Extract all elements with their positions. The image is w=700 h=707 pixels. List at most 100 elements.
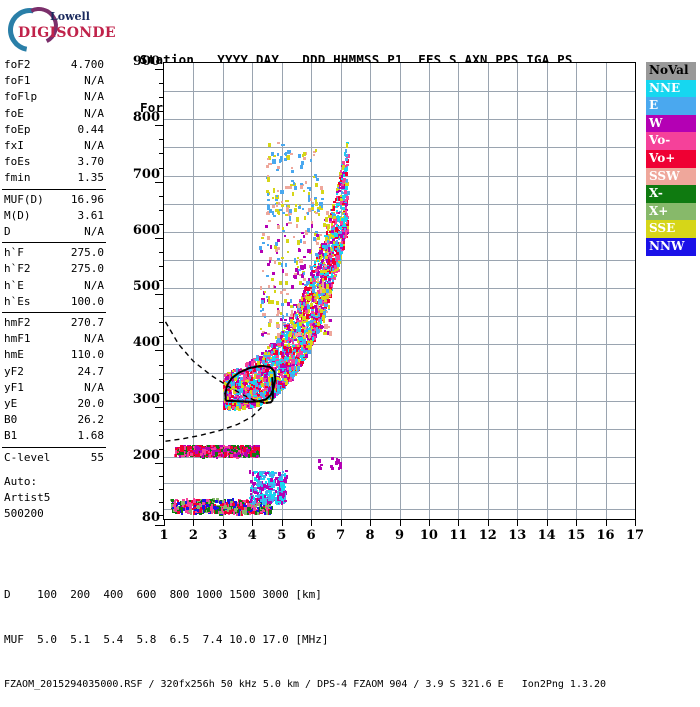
echo-point — [237, 393, 239, 395]
echo-point — [234, 403, 236, 407]
echo-point — [334, 261, 336, 264]
echo-point — [254, 367, 256, 372]
echo-point — [288, 346, 291, 348]
legend-item-e[interactable]: E — [646, 97, 696, 115]
y-tick — [155, 294, 164, 296]
echo-point — [301, 329, 304, 333]
echo-point — [254, 375, 256, 379]
grid-line-vertical — [193, 63, 195, 519]
y-tick — [159, 111, 164, 113]
y-tick — [159, 83, 164, 85]
y-tick — [159, 209, 164, 211]
echo-point — [344, 199, 346, 201]
echo-point — [257, 389, 260, 392]
echo-point — [229, 392, 232, 395]
echo-point — [306, 301, 309, 304]
echo-point — [337, 184, 339, 187]
param-row: fmin 1.35 — [0, 170, 110, 186]
echo-point — [297, 368, 299, 372]
echo-point — [294, 311, 296, 314]
echo-point — [311, 320, 315, 322]
echo-point — [248, 370, 251, 372]
echo-point — [253, 387, 255, 391]
x-tick — [340, 520, 342, 526]
y-tick — [159, 322, 164, 324]
echo-point — [342, 180, 345, 183]
param-row: hmF2 270.7 — [0, 315, 110, 331]
y-tick — [159, 167, 164, 169]
legend-item-x-[interactable]: X+ — [646, 202, 696, 221]
echo-point — [293, 321, 295, 325]
echo-point — [327, 235, 329, 239]
echo-point — [320, 270, 324, 273]
echo-point — [308, 309, 310, 313]
legend-item-vo-[interactable]: Vo+ — [646, 149, 696, 168]
echo-point — [338, 238, 340, 240]
echo-point — [291, 354, 293, 358]
echo-point — [331, 209, 335, 211]
echo-point — [266, 376, 268, 379]
echo-point — [343, 222, 345, 224]
grid-line-horizontal — [164, 508, 635, 510]
echo-point — [327, 262, 330, 265]
legend-item-ssw[interactable]: SSW — [646, 167, 696, 186]
echo-point — [281, 359, 283, 361]
legend-item-nnw[interactable]: NNW — [646, 237, 696, 256]
echo-point — [301, 305, 304, 308]
echo-point — [345, 158, 348, 161]
param-row: hmE 110.0 — [0, 347, 110, 363]
echo-point — [237, 380, 239, 383]
echo-point — [325, 302, 328, 304]
echo-point — [340, 179, 343, 182]
echo-point — [237, 389, 239, 392]
echo-point — [268, 355, 271, 357]
echo-point — [261, 352, 264, 355]
echo-point — [228, 406, 231, 410]
echo-point — [325, 251, 328, 254]
echo-point — [253, 370, 256, 372]
echo-point — [341, 178, 343, 180]
echo-point — [226, 373, 228, 376]
echo-point — [342, 230, 345, 232]
echo-point — [343, 237, 345, 240]
param-key: hmE — [4, 348, 24, 362]
grid-line-vertical — [487, 63, 489, 519]
echo-point — [321, 313, 324, 315]
legend-item-noval[interactable]: NoVal — [646, 62, 696, 80]
legend-item-vo-[interactable]: Vo- — [646, 132, 696, 150]
legend-item-x-[interactable]: X- — [646, 185, 696, 203]
param-key: h`E — [4, 278, 24, 292]
echo-point — [276, 365, 279, 368]
echo-point — [326, 259, 328, 263]
echo-point — [339, 172, 342, 175]
echo-point — [291, 334, 293, 338]
echo-point — [333, 206, 335, 210]
parameter-table: foF2 4.700 foF1 N/A foFlp N/A foE N/A foEp 0.44 fx… — [0, 57, 110, 522]
echo-point — [340, 198, 343, 201]
echo-point — [274, 358, 276, 360]
echo-point — [332, 237, 334, 239]
echo-point — [284, 334, 287, 337]
echo-point — [328, 241, 331, 244]
echo-point — [306, 335, 308, 338]
echo-point — [238, 377, 241, 379]
echo-point — [305, 350, 307, 352]
echo-point — [260, 380, 262, 383]
echo-point — [346, 215, 348, 220]
legend-item-w[interactable]: W — [646, 114, 696, 133]
y-tick — [155, 525, 164, 526]
echo-point — [257, 381, 261, 383]
x-tick — [222, 520, 224, 526]
echo-point — [258, 363, 261, 367]
y-tick — [155, 125, 164, 127]
legend-item-sse[interactable]: SSE — [646, 220, 696, 238]
echo-point — [303, 306, 307, 310]
x-axis-label: 17 — [625, 528, 645, 543]
y-tick — [159, 251, 164, 253]
param-value: N/A — [84, 90, 104, 104]
echo-point — [337, 186, 339, 189]
echo-point — [299, 356, 302, 358]
legend-item-nne[interactable]: NNE — [646, 79, 696, 98]
echo-point — [307, 290, 309, 294]
echo-point — [300, 362, 302, 367]
